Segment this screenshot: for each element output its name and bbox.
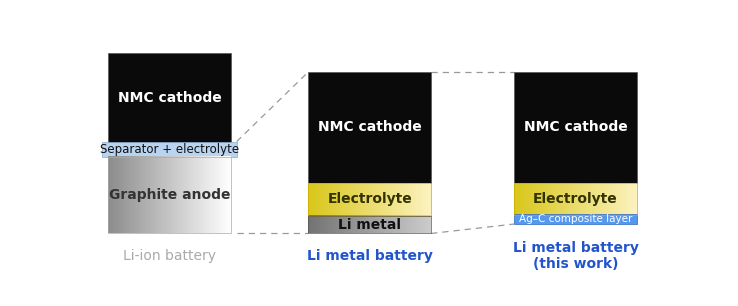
Bar bbox=[108, 53, 231, 143]
Bar bbox=[308, 183, 431, 216]
Text: Separator + electrolyte: Separator + electrolyte bbox=[100, 143, 239, 156]
Text: Li metal battery
(this work): Li metal battery (this work) bbox=[513, 241, 638, 271]
Text: NMC cathode: NMC cathode bbox=[524, 121, 627, 134]
Bar bbox=[514, 72, 637, 183]
Bar bbox=[108, 157, 231, 233]
Bar bbox=[103, 142, 237, 157]
Text: Electrolyte: Electrolyte bbox=[327, 192, 412, 206]
Text: NMC cathode: NMC cathode bbox=[318, 121, 421, 134]
Text: Graphite anode: Graphite anode bbox=[108, 188, 230, 202]
Bar bbox=[514, 214, 637, 224]
Text: Electrolyte: Electrolyte bbox=[533, 192, 618, 206]
Text: NMC cathode: NMC cathode bbox=[117, 91, 221, 105]
Text: Ag–C composite layer: Ag–C composite layer bbox=[519, 214, 632, 224]
Text: Li metal: Li metal bbox=[338, 218, 401, 232]
Bar bbox=[308, 216, 431, 233]
Text: Li-ion battery: Li-ion battery bbox=[123, 249, 216, 263]
Text: Li metal battery: Li metal battery bbox=[307, 249, 432, 263]
Bar bbox=[514, 183, 637, 215]
Bar bbox=[308, 72, 431, 183]
